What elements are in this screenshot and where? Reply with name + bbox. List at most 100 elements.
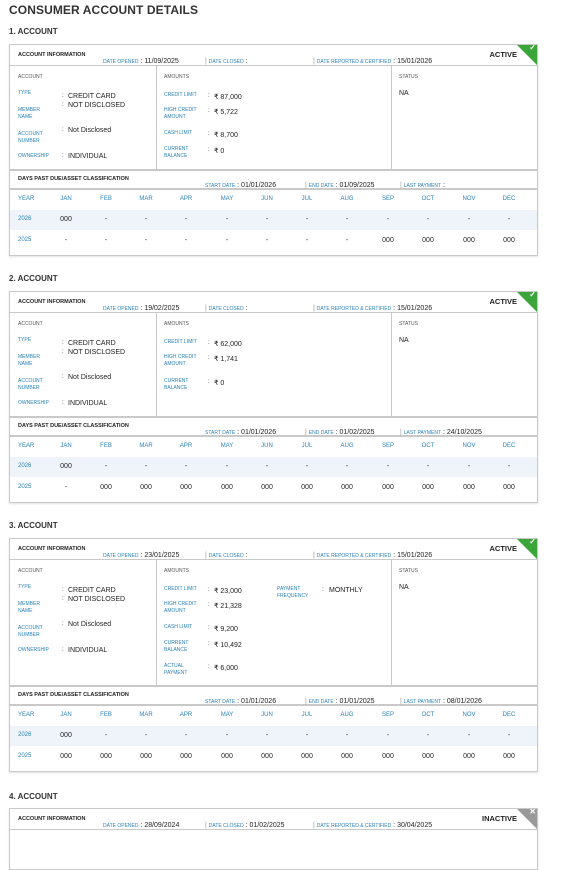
dpd-cell: 000 xyxy=(221,484,233,491)
member-name-colon: : xyxy=(62,596,64,602)
info-field-colon: : xyxy=(391,58,398,65)
info-field: | DATE REPORTED & CERTIFIED : 15/01/2026 xyxy=(313,297,432,315)
account-info-label: ACCOUNT INFORMATION xyxy=(18,299,86,305)
dpd-field: | END DATE : 01/09/2025 xyxy=(305,174,375,192)
account-number-colon: : xyxy=(62,621,64,627)
dpd-year: 2025 xyxy=(18,237,32,243)
member-name-label: MEMBER NAME xyxy=(18,354,40,367)
info-field: | DATE CLOSED : 01/02/2025 xyxy=(205,814,285,832)
member-name-colon: : xyxy=(62,349,64,355)
status-corner xyxy=(517,809,537,829)
dpd-field: | LAST PAYMENT : 24/10/2025 xyxy=(400,421,482,439)
dpd-cell: 000 xyxy=(60,753,72,760)
separator: | xyxy=(305,429,309,436)
status-badge: ACTIVE xyxy=(489,50,517,59)
month-header: FEB xyxy=(100,196,112,202)
amounts-column-header: AMOUNTS xyxy=(164,568,189,574)
info-field-label: DATE REPORTED & CERTIFIED xyxy=(316,823,392,829)
dpd-field-value: 01/01/2026 xyxy=(241,698,277,705)
info-field: DATE OPENED : 11/09/2025 xyxy=(103,50,179,68)
info-field-colon: : xyxy=(243,552,248,559)
month-header: APR xyxy=(179,196,193,202)
info-field-label: DATE OPENED xyxy=(103,553,139,559)
account-info-label: ACCOUNT INFORMATION xyxy=(18,546,86,552)
status-corner xyxy=(517,45,537,65)
dpd-cell: - xyxy=(64,237,68,244)
dpd-field-label: END DATE xyxy=(308,699,334,705)
month-header: AUG xyxy=(340,196,354,202)
member-name-value: NOT DISCLOSED xyxy=(68,596,126,603)
dpd-row: 2025 000 000 000 000 000 000 000 000 000 000 000 000 xyxy=(10,747,537,767)
high-credit-label: HIGH CREDIT AMOUNT xyxy=(164,601,197,614)
dpd-field: | LAST PAYMENT : 08/01/2026 xyxy=(400,690,482,708)
dpd-cell: 000 xyxy=(382,237,394,244)
month-header: JUL xyxy=(301,196,313,202)
month-header: NOV xyxy=(462,443,476,449)
dpd-cell: - xyxy=(305,732,309,739)
credit-limit-colon: : xyxy=(208,340,210,346)
member-name-value: NOT DISCLOSED xyxy=(68,349,126,356)
dpd-cell: 000 xyxy=(60,463,72,470)
month-header: JAN xyxy=(60,196,72,202)
month-header: SEP xyxy=(381,443,394,449)
month-header: AUG xyxy=(340,712,354,718)
month-header: NOV xyxy=(462,712,476,718)
high-credit-value: ₹ 1,741 xyxy=(214,356,238,363)
current-balance-label: CURRENT BALANCE xyxy=(164,378,189,391)
dpd-cell: - xyxy=(386,463,390,470)
month-header: JUN xyxy=(261,712,273,718)
account-column xyxy=(10,559,157,685)
account-type-colon: : xyxy=(62,93,64,99)
dpd-row: 2026 000 - - - - - - - - - - - xyxy=(10,210,537,230)
dpd-field-label: END DATE xyxy=(308,430,334,436)
high-credit-label: HIGH CREDIT AMOUNT xyxy=(164,354,197,367)
dpd-cell: 000 xyxy=(140,753,152,760)
info-field-colon: : xyxy=(243,822,250,829)
member-name-value: NOT DISCLOSED xyxy=(68,102,126,109)
dpd-cell: - xyxy=(426,463,430,470)
current-balance-label: CURRENT BALANCE xyxy=(164,640,189,653)
dpd-cell: - xyxy=(225,463,229,470)
status-column-header: STATUS xyxy=(399,321,418,327)
dpd-header: DAYS PAST DUE/ASSET CLASSIFICATION START … xyxy=(10,685,537,706)
dpd-cell: - xyxy=(225,237,229,244)
cash-limit-value: ₹ 8,700 xyxy=(214,132,238,139)
dpd-cell: - xyxy=(507,732,511,739)
info-field-colon: : xyxy=(138,822,145,829)
account-info-row: ACCOUNT INFORMATION DATE OPENED : 11/09/2… xyxy=(10,45,537,66)
month-header: JAN xyxy=(60,712,72,718)
info-field-label: DATE CLOSED xyxy=(208,823,244,829)
dpd-field-colon: : xyxy=(333,429,340,436)
account-type-value: CREDIT CARD xyxy=(68,587,116,594)
info-field: | DATE CLOSED : xyxy=(205,297,248,315)
dpd-field: | END DATE : 01/02/2025 xyxy=(305,421,375,439)
dpd-cell: 000 xyxy=(422,237,434,244)
info-field-label: DATE REPORTED & CERTIFIED xyxy=(316,306,392,312)
info-field: DATE OPENED : 28/09/2024 xyxy=(103,814,179,832)
dpd-cell: - xyxy=(144,237,148,244)
dpd-cell: 000 xyxy=(100,484,112,491)
dpd-cell: - xyxy=(184,237,188,244)
account-number-colon: : xyxy=(62,374,64,380)
dpd-cell: 000 xyxy=(382,484,394,491)
dpd-field: | LAST PAYMENT : xyxy=(400,174,445,192)
month-header: AUG xyxy=(340,443,354,449)
credit-limit-label: CREDIT LIMIT xyxy=(164,586,197,592)
dpd-cell: - xyxy=(507,463,511,470)
current-balance-value: ₹ 10,492 xyxy=(214,642,242,649)
separator: | xyxy=(205,305,209,312)
year-header: YEAR xyxy=(18,443,35,449)
dpd-cell: - xyxy=(104,732,108,739)
dpd-field-colon: : xyxy=(441,698,447,705)
credit-limit-label: CREDIT LIMIT xyxy=(164,92,197,98)
month-header: JUN xyxy=(261,443,273,449)
dpd-year: 2026 xyxy=(18,216,32,222)
info-field-label: DATE REPORTED & CERTIFIED xyxy=(316,553,392,559)
dpd-field: START DATE : 01/01/2026 xyxy=(205,690,276,708)
info-field: DATE OPENED : 23/01/2025 xyxy=(103,544,179,562)
separator: | xyxy=(305,698,309,705)
account-card: ACCOUNT INFORMATION DATE OPENED : 11/09/2… xyxy=(9,44,538,256)
account-info-label: ACCOUNT INFORMATION xyxy=(18,816,86,822)
actual-payment-label: ACTUAL PAYMENT xyxy=(164,663,188,676)
account-number-label: ACCOUNT NUMBER xyxy=(18,625,43,638)
